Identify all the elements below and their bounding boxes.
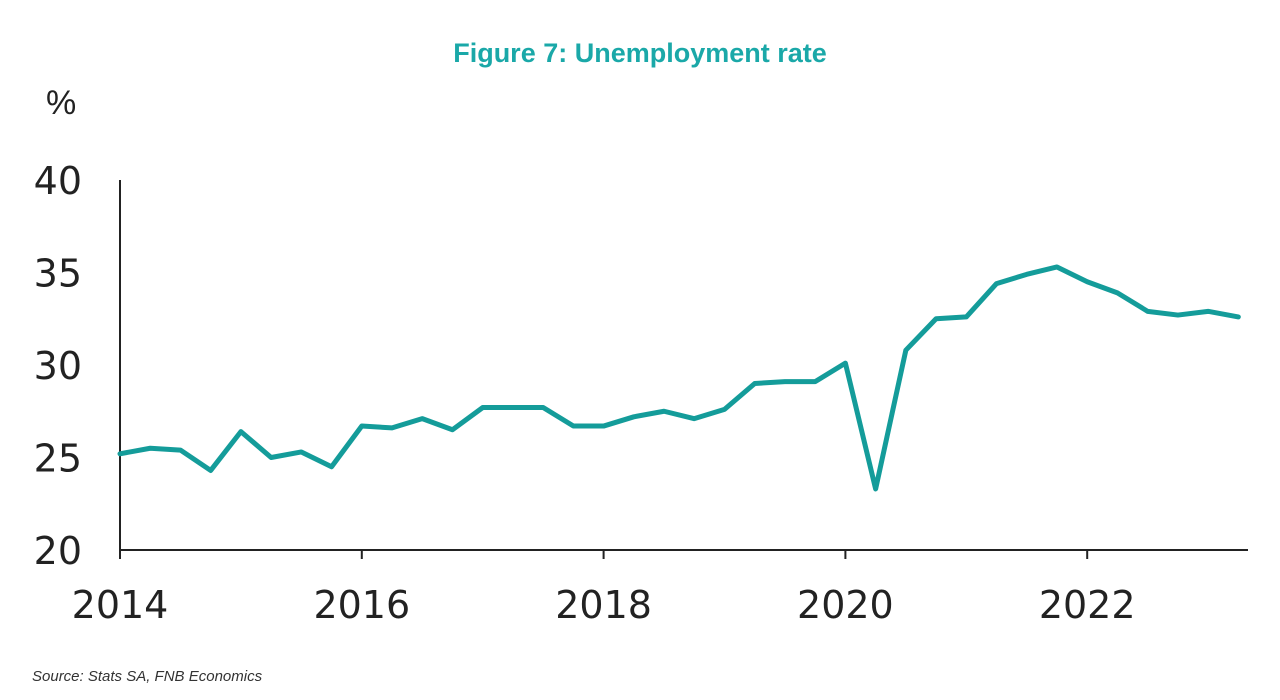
- y-tick-label: 40: [34, 159, 82, 203]
- x-tick-label: 2020: [797, 583, 894, 627]
- y-axis-unit: %: [46, 84, 77, 122]
- y-tick-label: 35: [34, 252, 82, 296]
- chart-title: Figure 7: Unemployment rate: [453, 38, 827, 68]
- x-tick-label: 2018: [555, 583, 652, 627]
- x-tick-label: 2014: [72, 583, 169, 627]
- x-tick-label: 2016: [313, 583, 410, 627]
- source-note: Source: Stats SA, FNB Economics: [32, 668, 263, 685]
- y-tick-label: 30: [34, 344, 82, 388]
- x-tick-label: 2022: [1039, 583, 1136, 627]
- y-tick-label: 25: [34, 437, 82, 481]
- series-line: [117, 264, 1241, 492]
- y-tick-label: 20: [34, 529, 82, 573]
